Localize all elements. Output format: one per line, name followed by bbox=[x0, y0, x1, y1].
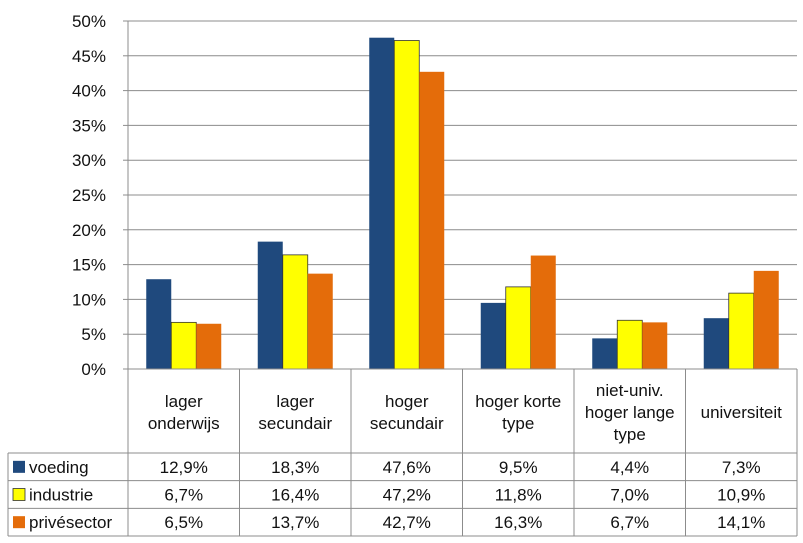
y-tick-label: 30% bbox=[72, 151, 106, 170]
bar-privésector-2 bbox=[419, 71, 445, 370]
bar-industrie-3 bbox=[505, 286, 532, 370]
bar-privésector-3 bbox=[530, 255, 556, 369]
data-value-label: 14,1% bbox=[717, 513, 765, 532]
bar-voeding-3 bbox=[480, 302, 506, 369]
data-value-label: 42,7% bbox=[383, 513, 431, 532]
category-label: secundair bbox=[370, 414, 444, 433]
y-tick-label: 45% bbox=[72, 47, 106, 66]
y-tick-label: 35% bbox=[72, 116, 106, 135]
data-value-label: 10,9% bbox=[717, 486, 765, 505]
category-label: niet-univ. bbox=[596, 381, 664, 400]
y-tick-label: 15% bbox=[72, 256, 106, 275]
bar-voeding-1 bbox=[257, 241, 283, 369]
category-label: hoger lange bbox=[585, 403, 675, 422]
data-value-label: 16,4% bbox=[271, 486, 319, 505]
data-value-label: 16,3% bbox=[494, 513, 542, 532]
bar-industrie-5 bbox=[728, 292, 755, 370]
y-tick-label: 0% bbox=[81, 360, 106, 379]
bar-privésector-1 bbox=[307, 273, 333, 369]
bar-privésector-5 bbox=[753, 270, 779, 369]
category-label: universiteit bbox=[701, 403, 783, 422]
data-value-label: 6,7% bbox=[164, 486, 203, 505]
data-value-label: 6,7% bbox=[610, 513, 649, 532]
legend-key-industrie bbox=[12, 488, 26, 501]
legend-label: industrie bbox=[29, 486, 93, 505]
bar-voeding-2 bbox=[369, 37, 395, 369]
category-label: onderwijs bbox=[148, 414, 220, 433]
bar-industrie-1 bbox=[282, 254, 309, 370]
legend-key-voeding bbox=[13, 460, 25, 473]
y-tick-label: 20% bbox=[72, 221, 106, 240]
category-label: lager bbox=[165, 392, 203, 411]
y-tick-label: 40% bbox=[72, 82, 106, 101]
bar-privésector-0 bbox=[196, 323, 222, 369]
category-label: secundair bbox=[258, 414, 332, 433]
bar-industrie-2 bbox=[393, 40, 420, 370]
category-label: hoger korte bbox=[475, 392, 561, 411]
y-tick-label: 10% bbox=[72, 290, 106, 309]
legend-label: voeding bbox=[29, 458, 89, 477]
y-tick-label: 5% bbox=[81, 325, 106, 344]
bar-voeding-5 bbox=[703, 318, 729, 369]
data-value-label: 47,6% bbox=[383, 458, 431, 477]
data-value-label: 7,0% bbox=[610, 486, 649, 505]
legend-label: privésector bbox=[29, 513, 112, 532]
data-value-label: 13,7% bbox=[271, 513, 319, 532]
bar-industrie-0 bbox=[170, 321, 197, 370]
data-value-label: 4,4% bbox=[610, 458, 649, 477]
bar-industrie-4 bbox=[616, 319, 643, 370]
bar-privésector-4 bbox=[642, 322, 668, 369]
data-value-label: 9,5% bbox=[499, 458, 538, 477]
category-label: type bbox=[502, 414, 534, 433]
bar-voeding-0 bbox=[146, 279, 172, 369]
data-value-label: 47,2% bbox=[383, 486, 431, 505]
legend-key-privésector bbox=[13, 516, 25, 529]
data-value-label: 6,5% bbox=[164, 513, 203, 532]
category-label: type bbox=[614, 425, 646, 444]
bar-voeding-4 bbox=[592, 338, 618, 369]
y-tick-label: 50% bbox=[72, 12, 106, 31]
data-value-label: 11,8% bbox=[495, 486, 542, 505]
category-label: lager bbox=[276, 392, 314, 411]
data-value-label: 7,3% bbox=[722, 458, 761, 477]
y-tick-label: 25% bbox=[72, 186, 106, 205]
category-label: hoger bbox=[385, 392, 429, 411]
data-value-label: 12,9% bbox=[160, 458, 208, 477]
data-value-label: 18,3% bbox=[271, 458, 319, 477]
